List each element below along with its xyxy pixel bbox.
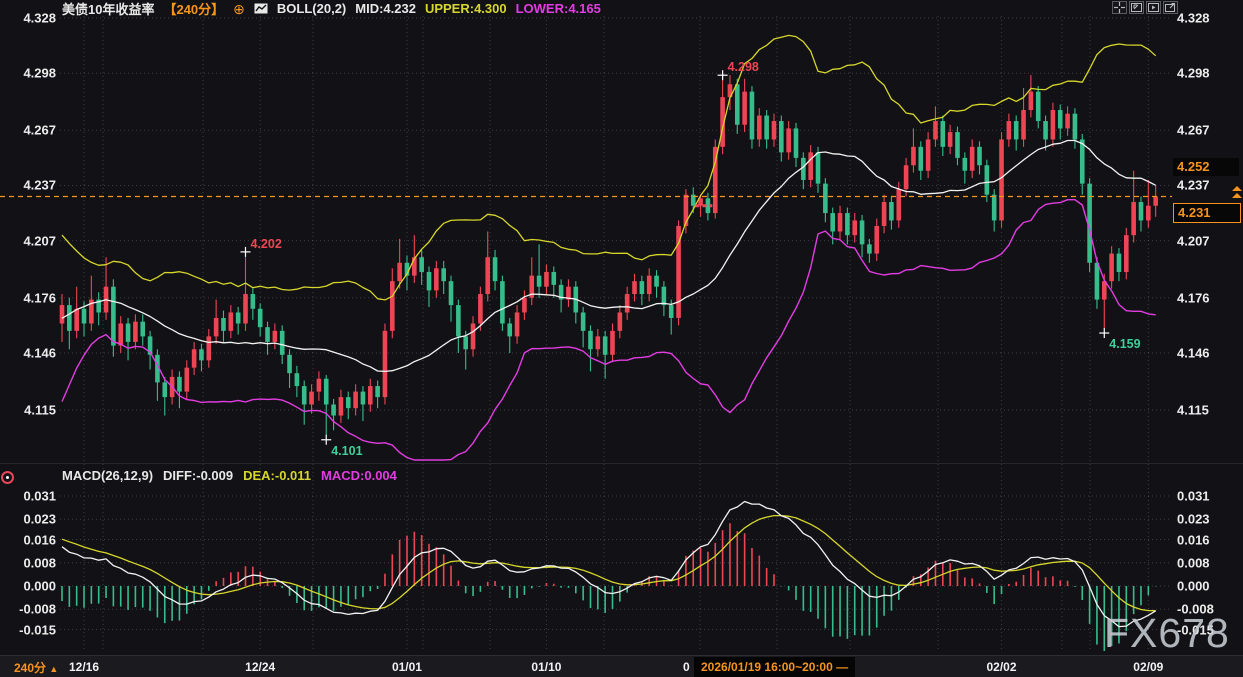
price-axis-label-right: 4.298: [1177, 65, 1210, 81]
annotation-label: 4.159: [1109, 337, 1140, 351]
price-axis-label-right: 4.176: [1177, 290, 1210, 306]
add-indicator-button[interactable]: ⊕: [233, 0, 245, 17]
interval-selector[interactable]: 240分 ▲: [14, 659, 58, 676]
chart-toolbar: [1112, 1, 1178, 14]
chart-type-icon: [254, 3, 268, 14]
price-axis-label-left: 0.016: [23, 532, 56, 548]
fullscreen-icon[interactable]: [1129, 1, 1144, 14]
price-axis-label-left: 4.146: [23, 345, 56, 361]
chart-header: 美债10年收益率 【240分】 ⊕ BOLL(20,2) MID:4.232 U…: [62, 0, 601, 17]
xaxis-tick-label: 01/01: [391, 660, 422, 674]
crosshair-date-tooltip: 2026/01/19 16:00~20:00 —: [694, 657, 856, 677]
price-axis-label-right: 0.023: [1177, 511, 1210, 527]
annotation-label: 4.101: [331, 444, 362, 458]
price-axis-label-right: 4.267: [1177, 122, 1210, 138]
macd-header: MACD(26,12,9) DIFF:-0.009 DEA:-0.011 MAC…: [62, 468, 397, 483]
price-axis-label-right: 4.146: [1177, 345, 1210, 361]
xaxis-tick-label: 12/24: [245, 660, 276, 674]
price-tag-current: 4.231: [1173, 202, 1241, 223]
boll-upper-value: UPPER:4.300: [424, 1, 507, 16]
price-axis-label-right: -0.015: [1177, 622, 1214, 638]
macd-diff-value: DIFF:-0.009: [163, 468, 234, 483]
price-axis-label-left: 4.237: [23, 177, 56, 193]
price-axis-label-left: 0.023: [23, 511, 56, 527]
macd-dea-value: DEA:-0.011: [243, 468, 312, 483]
boll-lower-value: LOWER:4.165: [515, 1, 601, 16]
xaxis-tick-label: 02/09: [1133, 660, 1164, 674]
xaxis-tick-label: 01/10: [531, 660, 562, 674]
price-axis-label-left: 0.031: [23, 488, 56, 504]
panel-divider: [0, 463, 1243, 464]
time-axis-bar: 240分 ▲ 0 2026/01/19 16:00~20:00 — 12/16 1…: [0, 655, 1243, 677]
price-axis-label-right: 4.328: [1177, 10, 1210, 26]
price-axis-label-left: 0.008: [23, 555, 56, 571]
price-axis-label-right: 0.008: [1177, 555, 1210, 571]
page-title: 美债10年收益率: [62, 2, 155, 17]
price-axis-label-left: 4.115: [24, 402, 56, 418]
annotation-label: 4.202: [251, 237, 282, 251]
price-axis-label-right: -0.008: [1177, 601, 1214, 617]
price-axis-label-left: -0.008: [19, 601, 56, 617]
popout-icon[interactable]: [1163, 1, 1178, 14]
record-dot: [6, 476, 9, 479]
watermark: FX678: [1104, 610, 1230, 656]
price-axis-label-left: 0.000: [23, 578, 56, 594]
xaxis-partial-label: 0: [683, 660, 690, 674]
interval-label: 240分: [14, 661, 47, 675]
price-axis-label-left: 4.267: [23, 122, 56, 138]
price-axis-label-right: 0.000: [1177, 578, 1210, 594]
record-indicator-icon: [1, 471, 14, 484]
price-axis-label-right: 0.031: [1177, 488, 1210, 504]
price-axis-label-right: 4.207: [1177, 233, 1210, 249]
price-axis-label-right: 0.016: [1177, 532, 1210, 548]
panel-play-icon[interactable]: [1146, 1, 1161, 14]
price-axis-label-left: 4.298: [23, 65, 56, 81]
interval-badge: 【240分】: [163, 2, 225, 17]
price-axis-label-left: 4.207: [23, 233, 56, 249]
boll-mid-value: MID:4.232: [355, 1, 416, 16]
crosshair-icon[interactable]: [1112, 1, 1127, 14]
price-axis-label-right: 4.115: [1177, 402, 1209, 418]
price-axis-label-right: 4.237: [1177, 177, 1210, 193]
macd-macd-value: MACD:0.004: [321, 468, 397, 483]
price-marker-icon: [1231, 186, 1243, 204]
chevron-up-icon: ▲: [49, 664, 59, 674]
macd-indicator-label: MACD(26,12,9): [62, 468, 154, 483]
price-axis-label-left: 4.328: [23, 10, 56, 26]
price-tag-previous: 4.252: [1173, 157, 1239, 176]
xaxis-tick-label: 12/16: [69, 660, 100, 674]
price-axis-label-left: -0.015: [19, 622, 56, 638]
boll-indicator-label: BOLL(20,2): [276, 1, 347, 16]
xaxis-tick-label: 02/02: [986, 660, 1017, 674]
annotation-label: 4.298: [728, 60, 759, 74]
price-axis-label-left: 4.176: [23, 290, 56, 306]
